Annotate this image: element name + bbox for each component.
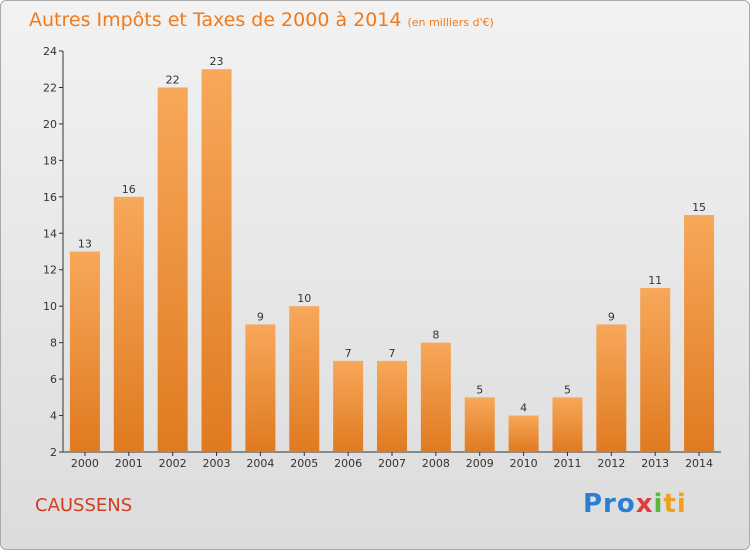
bars-group: 13 16 22 23 9 10 7 7 8 5 4 5 9 11 15 xyxy=(69,55,715,453)
bar xyxy=(333,360,364,452)
bar xyxy=(640,287,671,452)
x-tick-label: 2009 xyxy=(466,457,494,470)
y-tick-label: 18 xyxy=(43,154,57,167)
bar-value-label: 9 xyxy=(608,310,615,323)
x-tick-label: 2013 xyxy=(641,457,669,470)
logo-part-4: ti xyxy=(663,489,687,519)
bar-value-label: 15 xyxy=(692,201,706,214)
logo-part-1: Pro xyxy=(583,489,636,519)
y-tick-label: 6 xyxy=(50,373,57,386)
bar xyxy=(596,324,627,452)
x-tick-label: 2011 xyxy=(553,457,581,470)
y-tick-label: 12 xyxy=(43,264,57,277)
bar xyxy=(420,342,451,452)
title-unit: (en milliers d'€) xyxy=(407,16,494,29)
x-tick-label: 2008 xyxy=(422,457,450,470)
bar-value-label: 16 xyxy=(122,183,136,196)
x-tick-label: 2004 xyxy=(246,457,274,470)
bar xyxy=(201,69,232,453)
y-tick-label: 20 xyxy=(43,118,57,131)
bar xyxy=(289,306,320,452)
bar-value-label: 5 xyxy=(564,383,571,396)
bar xyxy=(157,87,188,453)
y-tick-label: 8 xyxy=(50,337,57,350)
bar-value-label: 5 xyxy=(476,383,483,396)
y-tick-label: 14 xyxy=(43,227,57,240)
x-tick-label: 2000 xyxy=(71,457,99,470)
y-tick-label: 4 xyxy=(50,410,57,423)
y-tick-label: 10 xyxy=(43,300,57,313)
bar-value-label: 7 xyxy=(345,347,352,360)
x-tick-label: 2007 xyxy=(378,457,406,470)
y-tick-label: 22 xyxy=(43,81,57,94)
logo-part-2: x xyxy=(635,489,654,519)
bar-value-label: 13 xyxy=(78,238,92,251)
x-tick-label: 2012 xyxy=(597,457,625,470)
x-tick-label: 2006 xyxy=(334,457,362,470)
x-tick-label: 2010 xyxy=(510,457,538,470)
y-tick-label: 2 xyxy=(50,446,57,459)
x-tick-label: 2005 xyxy=(290,457,318,470)
bar-value-label: 11 xyxy=(648,274,662,287)
bar xyxy=(464,397,495,452)
y-tick-label: 24 xyxy=(43,45,57,58)
x-tick-label: 2001 xyxy=(115,457,143,470)
bar-value-label: 10 xyxy=(297,292,311,305)
x-tick-label: 2003 xyxy=(203,457,231,470)
bar xyxy=(508,415,539,452)
bar-value-label: 22 xyxy=(166,73,180,86)
proxiti-logo: Proxiti xyxy=(583,489,687,519)
bar xyxy=(245,324,276,452)
title-text: Autres Impôts et Taxes de 2000 à 2014 xyxy=(29,9,402,31)
bar-value-label: 7 xyxy=(389,347,396,360)
bar xyxy=(552,397,583,452)
bar xyxy=(684,215,715,452)
bar xyxy=(69,251,100,452)
bar xyxy=(113,196,144,452)
bar-value-label: 9 xyxy=(257,310,264,323)
location-label: CAUSSENS xyxy=(35,495,133,516)
x-tick-label: 2014 xyxy=(685,457,713,470)
bar-value-label: 4 xyxy=(520,402,527,415)
logo-part-3: i xyxy=(653,489,664,519)
x-tick-label: 2002 xyxy=(159,457,187,470)
bar xyxy=(377,360,407,452)
bar-value-label: 23 xyxy=(210,55,224,68)
bar-value-label: 8 xyxy=(432,329,439,342)
y-tick-label: 16 xyxy=(43,191,57,204)
chart-title: Autres Impôts et Taxes de 2000 à 2014 (en… xyxy=(29,9,494,31)
